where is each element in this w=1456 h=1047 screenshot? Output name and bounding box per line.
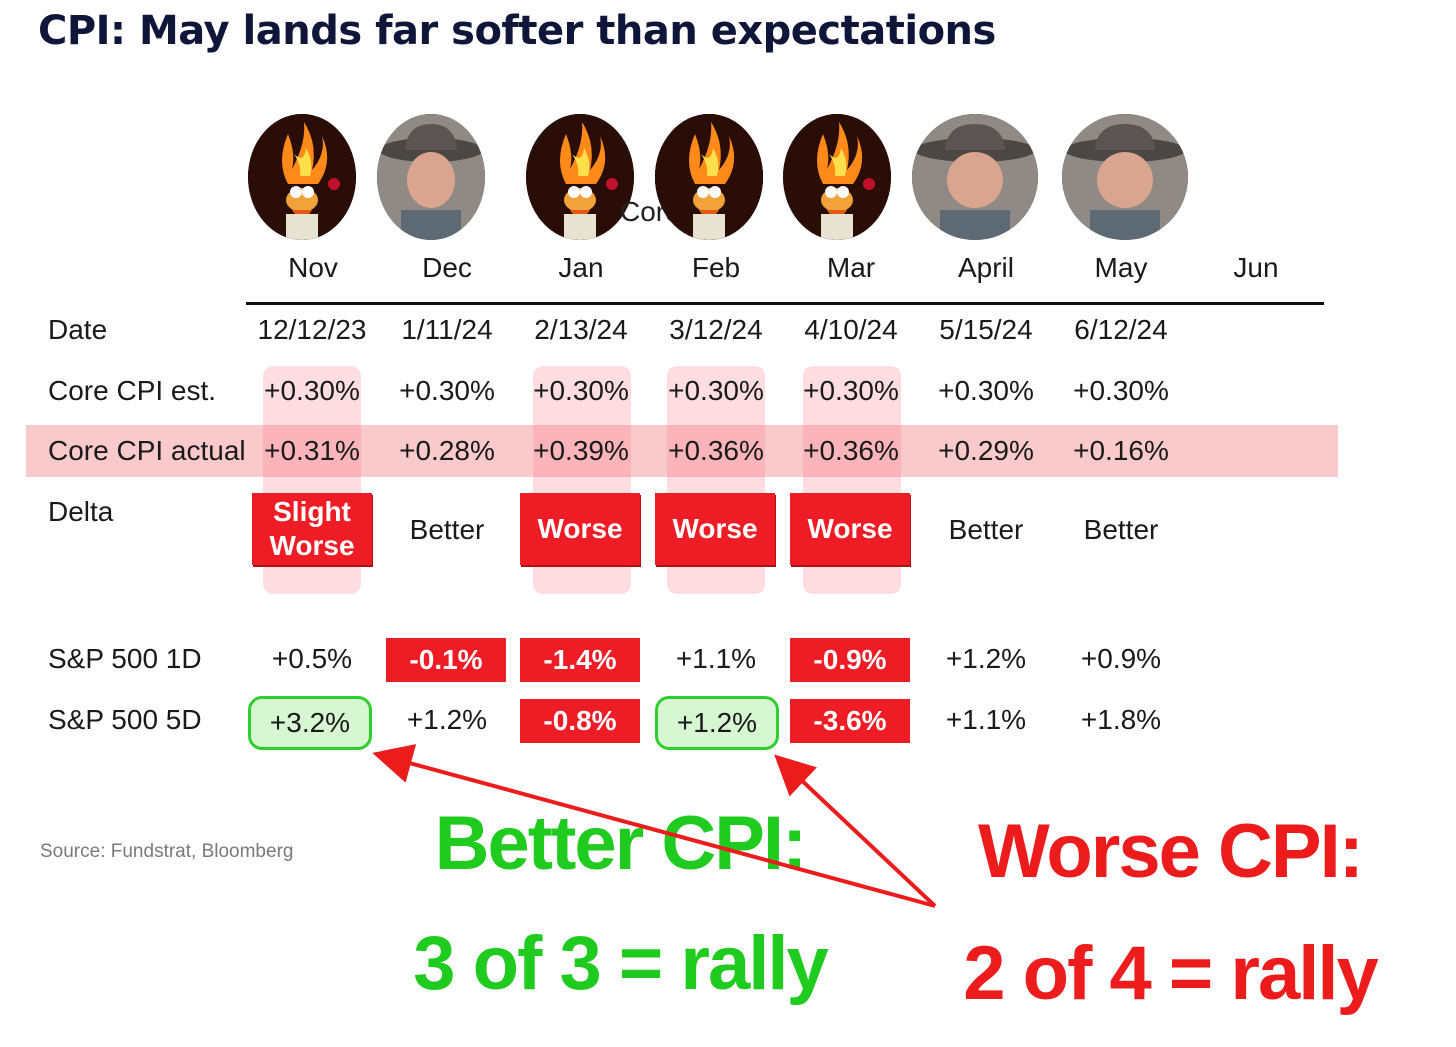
delta-badge-worse: Worse <box>790 493 910 565</box>
core-actual-highlight-band <box>26 425 1338 477</box>
core-actual-cell: +0.29% <box>938 435 1034 466</box>
worse-cpi-callout-line1: Worse CPI: <box>977 809 1364 894</box>
core-est-cell: +0.30% <box>533 375 629 406</box>
core-actual-cell: +0.36% <box>668 435 764 466</box>
row-label-delta: Delta <box>48 496 114 527</box>
better-cpi-callout-line1: Better CPI: <box>434 801 808 886</box>
sp1d-cell: +1.2% <box>945 643 1027 674</box>
core-actual-cell: +0.36% <box>803 435 899 466</box>
flaming-puppet-icon <box>248 114 356 240</box>
cowboy-hat-man-icon <box>1062 114 1188 240</box>
date-cell: 3/12/24 <box>669 314 763 345</box>
sp1d-negative-badge: -0.1% <box>386 638 506 682</box>
date-cell: 4/10/24 <box>804 314 898 345</box>
flaming-puppet-icon <box>526 114 634 240</box>
month-header-feb: Feb <box>691 252 741 283</box>
date-cell: 6/12/24 <box>1074 314 1168 345</box>
core-actual-cell: +0.39% <box>533 435 629 466</box>
month-header-mar: Mar <box>826 252 876 283</box>
month-header-jan: Jan <box>558 252 604 283</box>
core-actual-cell: +0.31% <box>264 435 360 466</box>
flaming-puppet-icon <box>655 114 763 240</box>
delta-badge-worse: Slight Worse <box>252 493 372 565</box>
row-label-sp1d: S&P 500 1D <box>48 643 202 674</box>
month-header-april: April <box>957 252 1014 283</box>
row-label-core-est: Core CPI est. <box>48 375 217 406</box>
sp1d-negative-badge: -0.9% <box>790 638 910 682</box>
cowboy-hat-man-icon <box>912 114 1038 240</box>
core-est-cell: +0.30% <box>803 375 899 406</box>
arrow-to-feb <box>774 754 937 908</box>
row-label-date: Date <box>48 314 108 345</box>
date-cell: 5/15/24 <box>939 314 1033 345</box>
month-header-jun: Jun <box>1233 252 1279 283</box>
delta-cell-better: Better <box>948 514 1024 545</box>
sp5d-cell: +1.8% <box>1080 704 1162 735</box>
row-label-sp5d: S&P 500 5D <box>48 704 202 735</box>
flaming-puppet-icon <box>783 114 891 240</box>
month-header-dec: Dec <box>422 252 472 283</box>
sp5d-negative-badge: -3.6% <box>790 699 910 743</box>
core-est-cell: +0.30% <box>264 375 360 406</box>
sp1d-negative-badge: -1.4% <box>520 638 640 682</box>
core-est-cell: +0.30% <box>399 375 495 406</box>
arrow-to-nov <box>372 744 936 908</box>
sp1d-cell: +1.1% <box>675 643 757 674</box>
better-cpi-callout-line2: 3 of 3 = rally <box>413 921 828 1006</box>
sp5d-cell: +1.1% <box>945 704 1027 735</box>
worse-cpi-callout-line2: 2 of 4 = rally <box>963 931 1378 1016</box>
sp1d-cell: +0.5% <box>271 643 353 674</box>
cowboy-hat-man-icon <box>377 114 485 240</box>
core-est-cell: +0.30% <box>938 375 1034 406</box>
date-cell: 2/13/24 <box>534 314 628 345</box>
page-title: CPI: May lands far softer than expectati… <box>38 8 996 54</box>
source-note: Source: Fundstrat, Bloomberg <box>40 841 294 862</box>
sp5d-cell: +1.2% <box>406 704 488 735</box>
sp5d-negative-badge: -0.8% <box>520 699 640 743</box>
header-divider <box>246 302 1324 305</box>
date-cell: 1/11/24 <box>401 314 493 345</box>
core-actual-cell: +0.28% <box>399 435 495 466</box>
delta-badge-worse: Worse <box>520 493 640 565</box>
month-header-may: May <box>1094 252 1148 283</box>
date-cell: 12/12/23 <box>257 314 367 345</box>
row-label-core-actual: Core CPI actual <box>48 435 246 466</box>
sp5d-rally-highlight: +3.2% <box>248 696 372 750</box>
sp5d-rally-highlight: +1.2% <box>655 696 779 750</box>
delta-badge-worse: Worse <box>655 493 775 565</box>
core-est-cell: +0.30% <box>668 375 764 406</box>
delta-cell-better: Better <box>409 514 485 545</box>
core-actual-cell: +0.16% <box>1073 435 1169 466</box>
core-est-cell: +0.30% <box>1073 375 1169 406</box>
delta-cell-better: Better <box>1083 514 1159 545</box>
month-header-nov: Nov <box>288 252 338 283</box>
sp1d-cell: +0.9% <box>1080 643 1162 674</box>
